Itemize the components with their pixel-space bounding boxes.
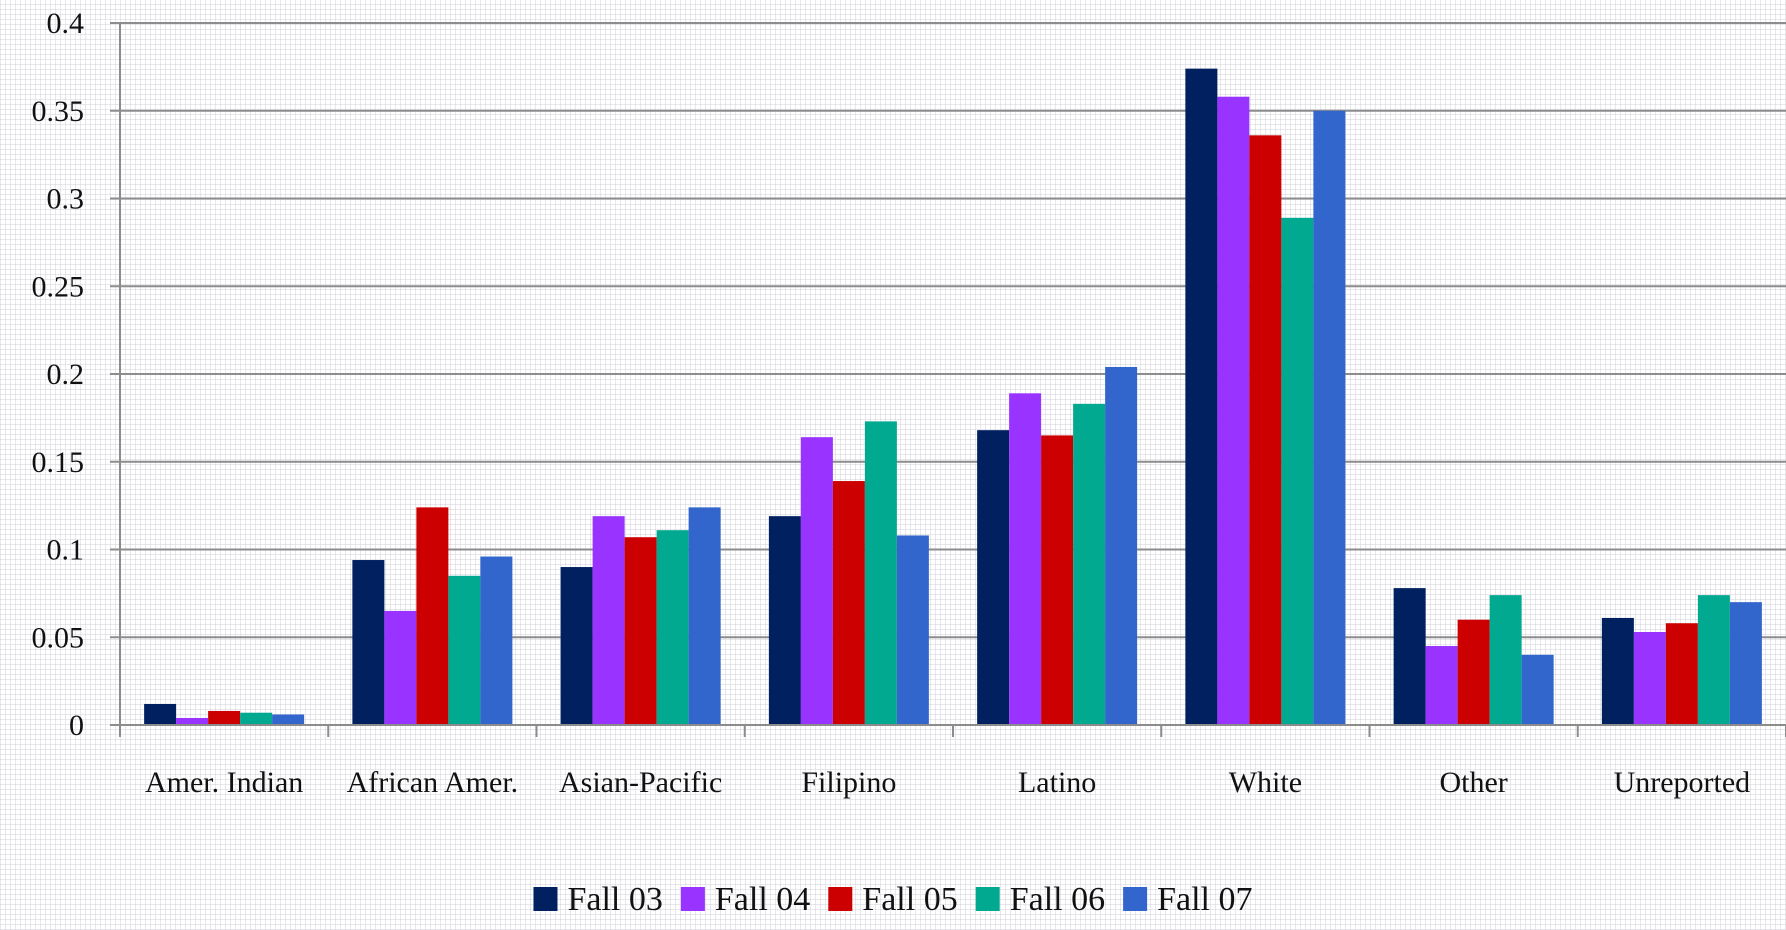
bar-fall-05	[1041, 435, 1074, 725]
x-tick-label: Unreported	[1614, 766, 1751, 799]
bar-fall-05	[416, 507, 449, 725]
y-tick-label: 0.35	[32, 95, 85, 128]
bar-fall-06	[1697, 595, 1730, 725]
legend-swatch	[533, 887, 558, 911]
bars	[144, 68, 1762, 725]
legend-label: Fall 04	[715, 881, 810, 918]
grid-lines	[120, 22, 1786, 639]
y-tick-label: 0.3	[47, 183, 85, 216]
legend: Fall 03 Fall 04 Fall 05 Fall 06 Fall 07	[533, 881, 1253, 918]
y-tick-label: 0	[69, 709, 84, 742]
x-tick-label: Other	[1439, 766, 1507, 799]
bar-fall-04	[1425, 646, 1458, 725]
bar-fall-05	[1665, 623, 1698, 725]
bar-fall-07	[896, 535, 929, 725]
bar-fall-06	[1073, 403, 1106, 725]
bar-fall-07	[1521, 654, 1554, 725]
legend-label: Fall 05	[862, 881, 957, 918]
bar-fall-07	[480, 556, 513, 725]
bar-fall-03	[1601, 617, 1634, 725]
bar-fall-04	[800, 437, 833, 725]
bar-fall-06	[864, 421, 897, 725]
legend-swatch	[1123, 887, 1148, 911]
bar-fall-06	[656, 530, 689, 725]
x-tick-label: Amer. Indian	[145, 766, 303, 799]
legend-label: Fall 03	[567, 881, 662, 918]
bar-fall-07	[688, 507, 721, 725]
bar-fall-05	[208, 710, 241, 725]
bar-fall-04	[1633, 631, 1666, 725]
bar-fall-03	[1185, 68, 1218, 725]
x-tick-label: Asian-Pacific	[559, 766, 722, 799]
y-tick-label: 0.4	[47, 7, 85, 40]
bar-fall-05	[1457, 619, 1490, 725]
bar-fall-03	[352, 560, 385, 725]
bar-fall-03	[1393, 588, 1426, 725]
bar-fall-05	[624, 537, 657, 725]
bar-fall-04	[1217, 96, 1250, 725]
bar-fall-04	[176, 717, 209, 725]
y-tick-label: 0.25	[32, 270, 85, 303]
bar-fall-07	[272, 714, 305, 725]
y-tick-label: 0.1	[47, 534, 85, 567]
y-axis-ticks: 0 0.05 0.1 0.15 0.2 0.25 0.3 0.35 0.4	[32, 7, 120, 742]
bar-fall-05	[1249, 135, 1282, 725]
y-tick-label: 0.15	[32, 446, 85, 479]
x-axis-ticks: Amer. Indian African Amer. Asian-Pacific Fi…	[119, 725, 1786, 799]
y-tick-label: 0.05	[32, 621, 85, 654]
bar-fall-06	[448, 575, 481, 725]
bar-fall-06	[1489, 595, 1522, 725]
bar-fall-07	[1105, 366, 1138, 725]
x-tick-label: White	[1229, 766, 1302, 799]
legend-label: Fall 07	[1157, 881, 1252, 918]
bar-fall-07	[1729, 602, 1762, 725]
bar-fall-04	[384, 610, 417, 725]
bar-fall-06	[240, 712, 273, 725]
bar-fall-03	[977, 430, 1010, 725]
legend-swatch	[828, 887, 853, 911]
bar-fall-04	[1009, 393, 1042, 725]
bar-fall-07	[1313, 110, 1346, 725]
legend-swatch	[680, 887, 705, 911]
bar-fall-03	[768, 516, 801, 725]
x-tick-label: Filipino	[801, 766, 896, 799]
legend-swatch	[975, 887, 1000, 911]
x-tick-label: Latino	[1018, 766, 1096, 799]
bar-fall-03	[560, 567, 593, 725]
y-tick-label: 0.2	[47, 358, 85, 391]
legend-label: Fall 06	[1010, 881, 1105, 918]
x-tick-label: African Amer.	[347, 766, 519, 799]
bar-fall-03	[144, 703, 177, 725]
bar-fall-05	[832, 481, 865, 725]
bar-fall-06	[1281, 217, 1314, 725]
bar-fall-04	[592, 516, 625, 725]
